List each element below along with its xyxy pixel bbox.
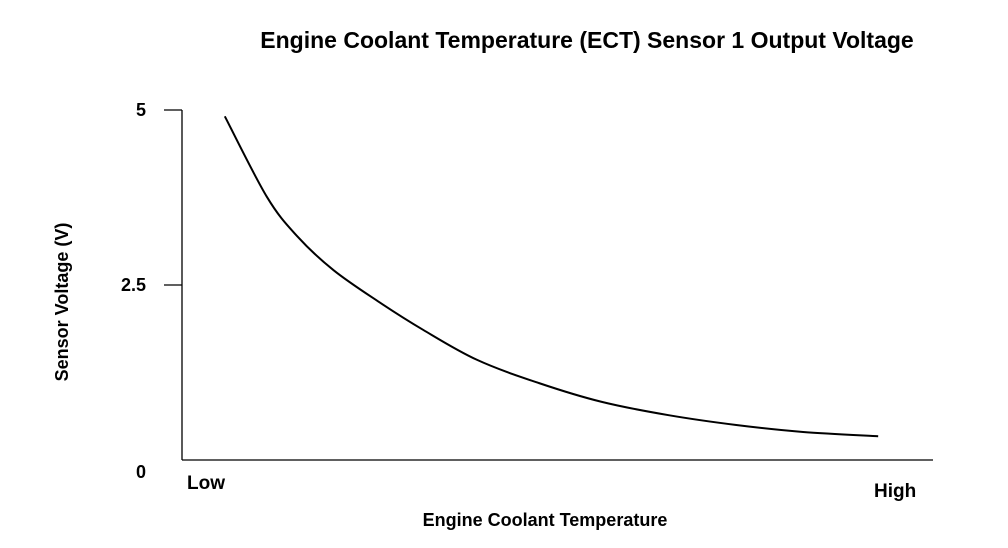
- series-line: [223, 115, 879, 438]
- y-tick-label: 5: [136, 100, 146, 120]
- x-tick-label-low: Low: [187, 473, 225, 494]
- y-tick-label: 2.5: [121, 275, 146, 295]
- y-tick-label: 0: [136, 462, 146, 482]
- y-axis-label: Sensor Voltage (V): [52, 223, 72, 382]
- x-tick-label-high: High: [874, 481, 916, 502]
- chart-title: Engine Coolant Temperature (ECT) Sensor …: [260, 27, 913, 53]
- x-axis-label: Engine Coolant Temperature: [423, 510, 668, 530]
